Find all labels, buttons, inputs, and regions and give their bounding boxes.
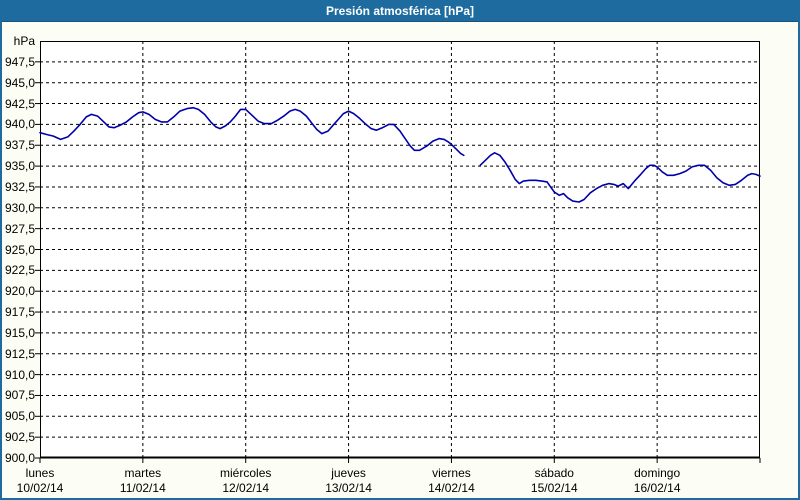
- x-axis-day-date: 11/02/14: [119, 481, 166, 495]
- y-axis-tick-label: 932,5: [4, 179, 35, 194]
- window-titlebar: Presión atmosférica [hPa]: [2, 2, 798, 22]
- x-axis-day-name: martes: [124, 466, 162, 480]
- x-axis-day-name: viernes: [432, 466, 471, 480]
- chart-title: Presión atmosférica [hPa]: [325, 4, 475, 18]
- y-axis-tick-label: 915,0: [4, 325, 35, 340]
- x-axis-day-date: 12/02/14: [222, 481, 270, 495]
- y-axis-tick-label: 942,5: [4, 96, 35, 111]
- x-axis-day-name: miércoles: [220, 466, 272, 480]
- y-axis-tick-label: 905,0: [4, 409, 35, 424]
- y-axis-tick-label: 945,0: [4, 75, 35, 90]
- x-axis-day-date: 10/02/14: [16, 481, 64, 495]
- y-axis-tick-label: 900,0: [4, 451, 35, 465]
- y-axis-tick-label: 922,5: [4, 263, 35, 278]
- plot-area: [35, 41, 761, 463]
- y-axis-tick-label: 940,0: [4, 117, 35, 132]
- x-axis-day-date: 15/02/14: [530, 481, 578, 495]
- y-axis-tick-label: 937,5: [4, 138, 35, 153]
- y-axis-tick-label: 935,0: [4, 159, 35, 174]
- y-axis-tick-label: 925,0: [4, 242, 35, 257]
- x-axis-day-date: 13/02/14: [325, 481, 372, 495]
- x-axis-day-date: 14/02/14: [428, 481, 475, 495]
- y-axis-unit-label: hPa: [13, 34, 35, 48]
- y-axis-tick-label: 920,0: [4, 284, 35, 299]
- y-axis-tick-label: 947,5: [4, 54, 35, 69]
- x-axis-day-name: jueves: [331, 466, 366, 480]
- pressure-series-line: [39, 106, 465, 157]
- y-axis-tick-label: 930,0: [4, 200, 35, 215]
- y-axis-tick-label: 912,5: [4, 346, 35, 361]
- pressure-chart-canvas: [35, 41, 761, 463]
- y-axis-tick-label: 902,5: [4, 430, 35, 445]
- y-axis-tick-label: 917,5: [4, 305, 35, 320]
- x-axis-day-name: lunes: [25, 466, 55, 480]
- y-axis-tick-label: 907,5: [4, 388, 35, 403]
- x-axis-day-name: sábado: [534, 466, 574, 480]
- x-axis-day-date: 16/02/14: [633, 481, 681, 495]
- x-axis-day-name: domingo: [634, 466, 681, 480]
- pressure-series-line: [479, 152, 761, 203]
- y-axis-tick-label: 910,0: [4, 367, 35, 382]
- y-axis-tick-label: 927,5: [4, 221, 35, 236]
